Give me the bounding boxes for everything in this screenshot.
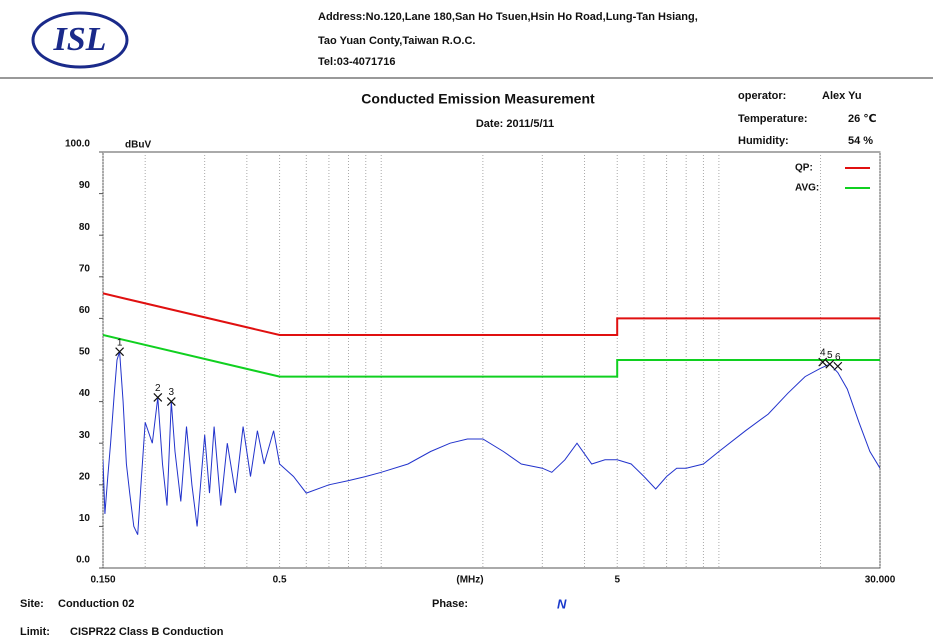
phase: N [557, 596, 567, 611]
logo: ISL [53, 21, 107, 58]
marker-label: 5 [827, 350, 833, 361]
legend-label: QP: [795, 163, 813, 174]
temperature-label: Temperature: [738, 113, 807, 125]
marker [825, 359, 835, 369]
y-tick-label: 90 [79, 180, 91, 191]
y-tick-label: 20 [79, 471, 91, 482]
x-tick-label: 30.000 [865, 575, 896, 586]
y-tick-label: 60 [79, 305, 91, 316]
x-tick-label: 0.150 [90, 575, 115, 586]
temperature: 26 ℃ [848, 113, 877, 125]
y-tick-label: 80 [79, 222, 91, 233]
series-line [103, 351, 880, 535]
phase-label: Phase: [432, 598, 468, 610]
marker-label: 1 [117, 337, 123, 348]
address-line: Address:No.120,Lane 180,San Ho Tsuen,Hsi… [318, 11, 698, 23]
limit: CISPR22 Class B Conduction [70, 626, 224, 638]
y-unit: dBuV [125, 140, 151, 151]
marker [818, 357, 828, 367]
y-tick-label: 50 [79, 347, 91, 358]
marker [115, 347, 125, 357]
marker-label: 6 [835, 352, 841, 363]
marker-label: 3 [169, 387, 175, 398]
x-axis-label: (MHz) [456, 575, 483, 586]
y-tick-label: 10 [79, 513, 91, 524]
address-line: Tao Yuan Conty,Taiwan R.O.C. [318, 35, 475, 47]
y-tick-label: 40 [79, 388, 91, 399]
site-label: Site: [20, 598, 44, 610]
y-tick-label: 0.0 [76, 555, 90, 566]
legend-label: AVG: [795, 183, 819, 194]
chart-title: Conducted Emission Measurement [361, 91, 595, 107]
humidity: 54 % [848, 135, 873, 147]
marker-label: 4 [820, 348, 826, 359]
chart-date: Date: 2011/5/11 [476, 118, 554, 130]
y-tick-label: 30 [79, 430, 91, 441]
humidity-label: Humidity: [738, 135, 789, 147]
logo-ring [31, 11, 129, 69]
marker [153, 393, 163, 402]
y-tick-label: 100.0 [65, 139, 90, 150]
site: Conduction 02 [58, 598, 134, 610]
limit-label: Limit: [20, 626, 50, 638]
marker [833, 361, 843, 371]
series-line [103, 292, 880, 336]
y-tick-label: 70 [79, 263, 91, 274]
x-tick-label: 5 [614, 575, 620, 586]
operator: Alex Yu [822, 90, 862, 102]
operator-label: operator: [738, 90, 786, 102]
marker-label: 2 [155, 383, 161, 394]
x-tick-label: 0.5 [273, 575, 287, 586]
marker [166, 397, 176, 407]
address-line: Tel:03-4071716 [318, 56, 395, 68]
series-line [103, 334, 880, 378]
